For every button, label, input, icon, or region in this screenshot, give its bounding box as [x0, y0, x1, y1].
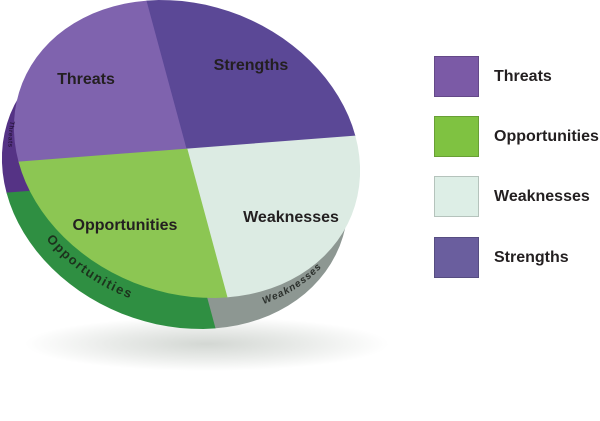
legend-label-strengths: Strengths: [494, 248, 569, 266]
legend-item-threats: Threats: [434, 56, 552, 97]
legend-label-opportunities: Opportunities: [494, 127, 599, 145]
legend-swatch-strengths: [434, 237, 479, 278]
pie-slice-label-strengths: Strengths: [214, 57, 289, 74]
pie-slice-label-threats: Threats: [57, 71, 115, 88]
pie-slice-opportunities: [18, 148, 228, 298]
pie-slice-threats: [13, 0, 188, 163]
pie-slice-label-weaknesses: Weaknesses: [243, 209, 339, 226]
legend-swatch-weaknesses: [434, 176, 479, 217]
legend-label-weaknesses: Weaknesses: [494, 187, 590, 205]
legend-swatch-threats: [434, 56, 479, 97]
legend-swatch-opportunities: [434, 116, 479, 157]
legend-item-opportunities: Opportunities: [434, 116, 599, 157]
pie-rim-label-threats: Threats: [6, 120, 15, 147]
legend-item-strengths: Strengths: [434, 237, 569, 278]
pie-slice-label-opportunities: Opportunities: [73, 217, 178, 234]
legend: Threats Opportunities Weaknesses Strengt…: [434, 0, 600, 421]
pie-slice-strengths: [146, 0, 356, 150]
pie-slice-weaknesses: [186, 135, 361, 298]
legend-item-weaknesses: Weaknesses: [434, 176, 590, 217]
pie-ground-shadow: [25, 317, 389, 371]
legend-label-threats: Threats: [494, 67, 552, 85]
